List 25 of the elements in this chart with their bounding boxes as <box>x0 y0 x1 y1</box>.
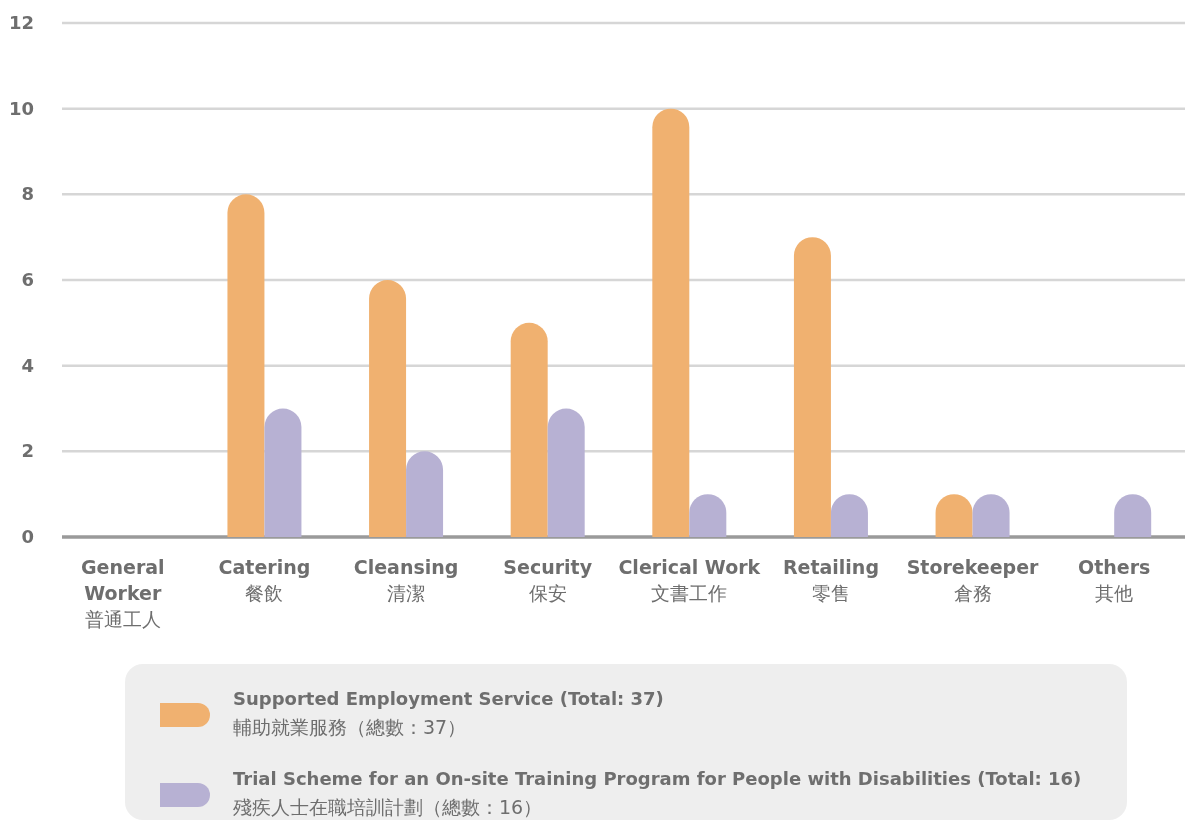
x-tick-label: Clerical Work 文書工作 <box>618 556 761 604</box>
bar <box>793 237 831 537</box>
bar <box>264 408 302 537</box>
x-tick-label: Storekeeper 倉務 <box>906 556 1040 604</box>
x-tick-label: Retailing 零售 <box>782 556 879 604</box>
bar <box>227 194 265 537</box>
legend-label: Trial Scheme for an On-site Training Program for People with Disabilities (Total: 16) 殘疾人士在職培訓計劃（總數：16） <box>233 768 1082 818</box>
y-tick-label: 2 <box>21 440 34 462</box>
x-tick-label: Catering 餐飲 <box>218 556 311 604</box>
legend-label: Supported Employment Service (Total: 37) 輔助就業服務（總數：37） <box>233 688 664 738</box>
bar <box>510 322 548 537</box>
bar <box>406 451 444 537</box>
y-tick-label: 6 <box>21 269 34 290</box>
x-tick-label: General Worker 普通工人 <box>81 556 165 630</box>
x-tick-label: Cleansing 清潔 <box>353 556 459 604</box>
x-tick-label: Others 其他 <box>1078 556 1151 604</box>
y-tick-label: 8 <box>21 183 34 205</box>
bar <box>369 280 407 537</box>
y-tick-label: 12 <box>8 12 34 33</box>
y-tick-label: 0 <box>21 526 34 547</box>
y-tick-label: 10 <box>8 97 34 119</box>
x-tick-label: Security 保安 <box>503 556 593 604</box>
y-tick-label: 4 <box>21 354 34 376</box>
bar <box>547 408 585 537</box>
bar <box>652 108 690 537</box>
